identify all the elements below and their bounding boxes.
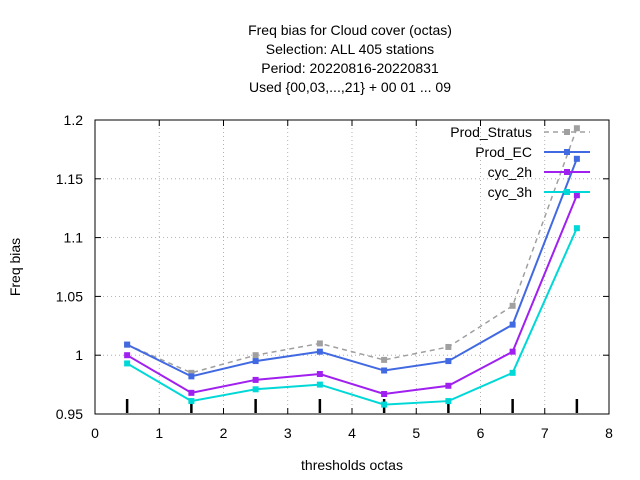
data-point [124, 352, 131, 359]
data-point [252, 376, 259, 383]
data-point [316, 371, 323, 378]
x-tick-label: 3 [284, 425, 292, 441]
data-point [445, 382, 452, 389]
y-tick-label: 1.1 [64, 230, 84, 246]
x-tick-label: 0 [91, 425, 99, 441]
data-point [573, 125, 580, 132]
x-axis-label: thresholds octas [301, 457, 403, 473]
data-point [381, 391, 388, 398]
x-tick-label: 1 [155, 425, 163, 441]
data-point [445, 343, 452, 350]
x-tick-label: 5 [412, 425, 420, 441]
legend-label: cyc_2h [488, 164, 532, 180]
title-line: Period: 20220816-20220831 [261, 60, 439, 76]
data-point [124, 341, 131, 348]
data-point [509, 348, 516, 355]
series-line [126, 127, 578, 374]
data-point [509, 302, 516, 309]
title-line: Selection: ALL 405 stations [266, 41, 434, 57]
x-tick-label: 2 [220, 425, 228, 441]
data-point [381, 367, 388, 374]
data-point [573, 192, 580, 199]
legend-marker [564, 189, 570, 195]
data-point [316, 348, 323, 355]
title-line: Used {00,03,...,21} + 00 01 ... 09 [249, 79, 451, 95]
data-point [252, 386, 259, 393]
data-point [124, 360, 131, 367]
data-point [445, 398, 452, 405]
data-point [509, 369, 516, 376]
data-point [573, 155, 580, 162]
x-tick-label: 8 [605, 425, 613, 441]
data-point [188, 398, 195, 405]
series-line [126, 158, 578, 378]
legend-marker [564, 169, 570, 175]
data-point [252, 358, 259, 365]
plot-frame [94, 119, 610, 415]
data-point [188, 369, 195, 376]
legend-label: Prod_EC [475, 144, 532, 160]
y-tick-label: 0.95 [56, 406, 83, 422]
data-point [188, 389, 195, 396]
y-tick-label: 1.2 [64, 112, 84, 128]
axis-ticks: 0 1 2 3 4 5 6 7 8 0.95 1 1.05 1.1 1.15 1.2 [56, 112, 613, 441]
x-tick-label: 4 [348, 425, 356, 441]
series-line [126, 194, 578, 396]
legend: Prod_Stratus Prod_EC cyc_2h cyc_3h [450, 124, 590, 200]
y-tick-label: 1 [75, 347, 83, 363]
legend-marker [564, 149, 570, 155]
y-tick-label: 1.15 [56, 171, 83, 187]
data-point [573, 225, 580, 232]
x-tick-label: 7 [541, 425, 549, 441]
legend-label: cyc_3h [488, 184, 532, 200]
data-point [252, 352, 259, 359]
data-point [316, 381, 323, 388]
title-line: Freq bias for Cloud cover (octas) [248, 22, 452, 38]
y-tick-label: 1.05 [56, 288, 83, 304]
data-point [316, 340, 323, 347]
data-point [381, 356, 388, 363]
data-point [509, 321, 516, 328]
legend-marker [564, 129, 570, 135]
data-point [188, 373, 195, 380]
series-line [126, 227, 578, 406]
data-point [381, 401, 388, 408]
legend-label: Prod_Stratus [450, 124, 532, 140]
series-lines [124, 125, 580, 408]
x-tick-label: 6 [477, 425, 485, 441]
chart-title: Freq bias for Cloud cover (octas) Selecti… [248, 22, 452, 95]
y-axis-label: Freq bias [7, 238, 23, 296]
data-point [445, 358, 452, 365]
